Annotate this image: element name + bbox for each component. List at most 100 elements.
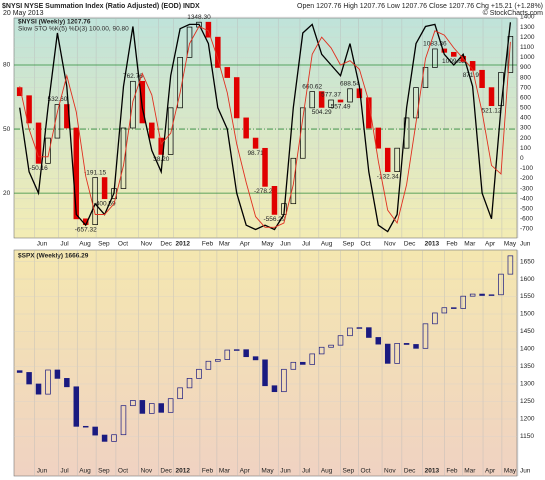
candle <box>139 400 146 414</box>
x-tick-label: Apr <box>485 241 496 248</box>
candle <box>394 147 400 172</box>
y-tick-label: 1400 <box>520 346 535 353</box>
x-tick-label: May <box>504 241 517 248</box>
y-tick-label: 200 <box>520 135 531 142</box>
candle <box>394 343 400 364</box>
x-tick-label: Oct <box>360 241 370 248</box>
x-tick-label: Jul <box>302 468 311 475</box>
candle <box>82 425 89 428</box>
value-label: 1083.36 <box>423 41 447 48</box>
x-tick-label: May <box>504 468 517 475</box>
candle <box>451 307 457 309</box>
y-tick-label: -400 <box>520 195 533 202</box>
y-tick-label: -300 <box>520 185 533 192</box>
value-label: -191.15 <box>84 169 106 176</box>
candle <box>224 67 231 78</box>
candle <box>120 127 127 189</box>
candle <box>35 122 42 164</box>
legend: $NYSI (Weekly) 1207.76 <box>18 19 91 26</box>
x-tick-label: Jun <box>520 468 531 475</box>
candle <box>318 346 325 355</box>
value-label: -657.32 <box>75 226 97 233</box>
x-tick-label: 2013 <box>425 468 440 475</box>
candle <box>318 91 325 108</box>
value-label: 577.37 <box>321 92 341 99</box>
candle <box>149 403 155 414</box>
y-tick-label: -600 <box>520 216 533 223</box>
y-tick-label: -200 <box>520 175 533 182</box>
candle <box>92 177 98 225</box>
x-tick-label: Oct <box>118 241 128 248</box>
y-tick-label: 1500 <box>520 311 535 318</box>
x-tick-label: Dec <box>404 241 416 248</box>
candle <box>26 95 32 124</box>
candle <box>281 368 287 393</box>
y-tick-label: 900 <box>520 64 531 71</box>
x-tick-label: Nov <box>384 468 396 475</box>
value-label: 762.76 <box>123 73 143 80</box>
candle <box>347 88 353 103</box>
candle <box>73 127 80 220</box>
y-tick-label: 1300 <box>520 381 535 388</box>
candle <box>233 349 240 351</box>
x-tick-label: Feb <box>202 241 214 248</box>
x-tick-label: Jul <box>60 241 69 248</box>
x-tick-label: May <box>261 241 274 248</box>
chart-title: $NYSI NYSE Summation Index (Ratio Adjust… <box>2 3 200 10</box>
value-label: -400.59 <box>94 200 116 207</box>
candle <box>205 360 212 370</box>
y-tick-label: 80 <box>3 62 11 69</box>
y-tick-label: 500 <box>520 105 531 112</box>
y-tick-label: 1000 <box>520 54 535 61</box>
candle <box>92 426 98 436</box>
x-tick-label: Jun <box>280 241 291 248</box>
y-tick-label: -500 <box>520 205 533 212</box>
y-tick-label: 50 <box>3 126 11 133</box>
candle <box>252 356 259 361</box>
x-tick-label: Dec <box>160 468 172 475</box>
indicator-line <box>19 22 512 233</box>
x-tick-label: Sep <box>343 468 355 475</box>
y-tick-label: 400 <box>520 115 531 122</box>
candle <box>271 385 278 393</box>
candle <box>252 137 259 149</box>
x-tick-label: Mar <box>464 241 476 248</box>
value-label: 504.29 <box>312 109 332 116</box>
candle <box>507 36 514 73</box>
x-tick-label: 2013 <box>425 241 440 248</box>
x-tick-label: Sep <box>98 241 110 248</box>
value-label: 1009.82 <box>442 58 466 65</box>
candle <box>149 122 155 139</box>
x-tick-label: Nov <box>384 241 396 248</box>
value-label: 660.62 <box>302 83 322 90</box>
y-tick-label: 1600 <box>520 276 535 283</box>
x-tick-label: Aug <box>321 241 333 248</box>
candle <box>384 147 391 172</box>
date: 20 May 2013 <box>3 10 44 17</box>
candle <box>45 137 51 164</box>
candle <box>384 343 391 364</box>
quote: Open 1207.76 High 1207.76 Low 1207.76 Cl… <box>297 3 543 10</box>
candle <box>167 398 174 413</box>
y-tick-label: 1200 <box>520 34 535 41</box>
candle <box>16 370 23 373</box>
candle <box>328 344 334 348</box>
y-tick-label: 1350 <box>520 363 535 370</box>
value-label: 557.49 <box>331 104 351 111</box>
candle <box>290 157 297 205</box>
candle <box>488 87 495 107</box>
y-tick-label: 1100 <box>520 44 534 51</box>
x-tick-label: 2012 <box>175 468 190 475</box>
candle <box>356 327 363 329</box>
candle <box>432 48 438 68</box>
candle <box>262 147 268 187</box>
x-tick-label: Apr <box>240 241 251 248</box>
x-tick-label: Aug <box>79 241 91 248</box>
candle <box>215 36 221 68</box>
x-tick-label: Apr <box>240 468 251 475</box>
y-tick-label: 1250 <box>520 398 535 405</box>
x-tick-label: Feb <box>446 241 458 248</box>
candle <box>262 359 268 387</box>
candle <box>111 434 117 442</box>
candle <box>120 405 127 436</box>
